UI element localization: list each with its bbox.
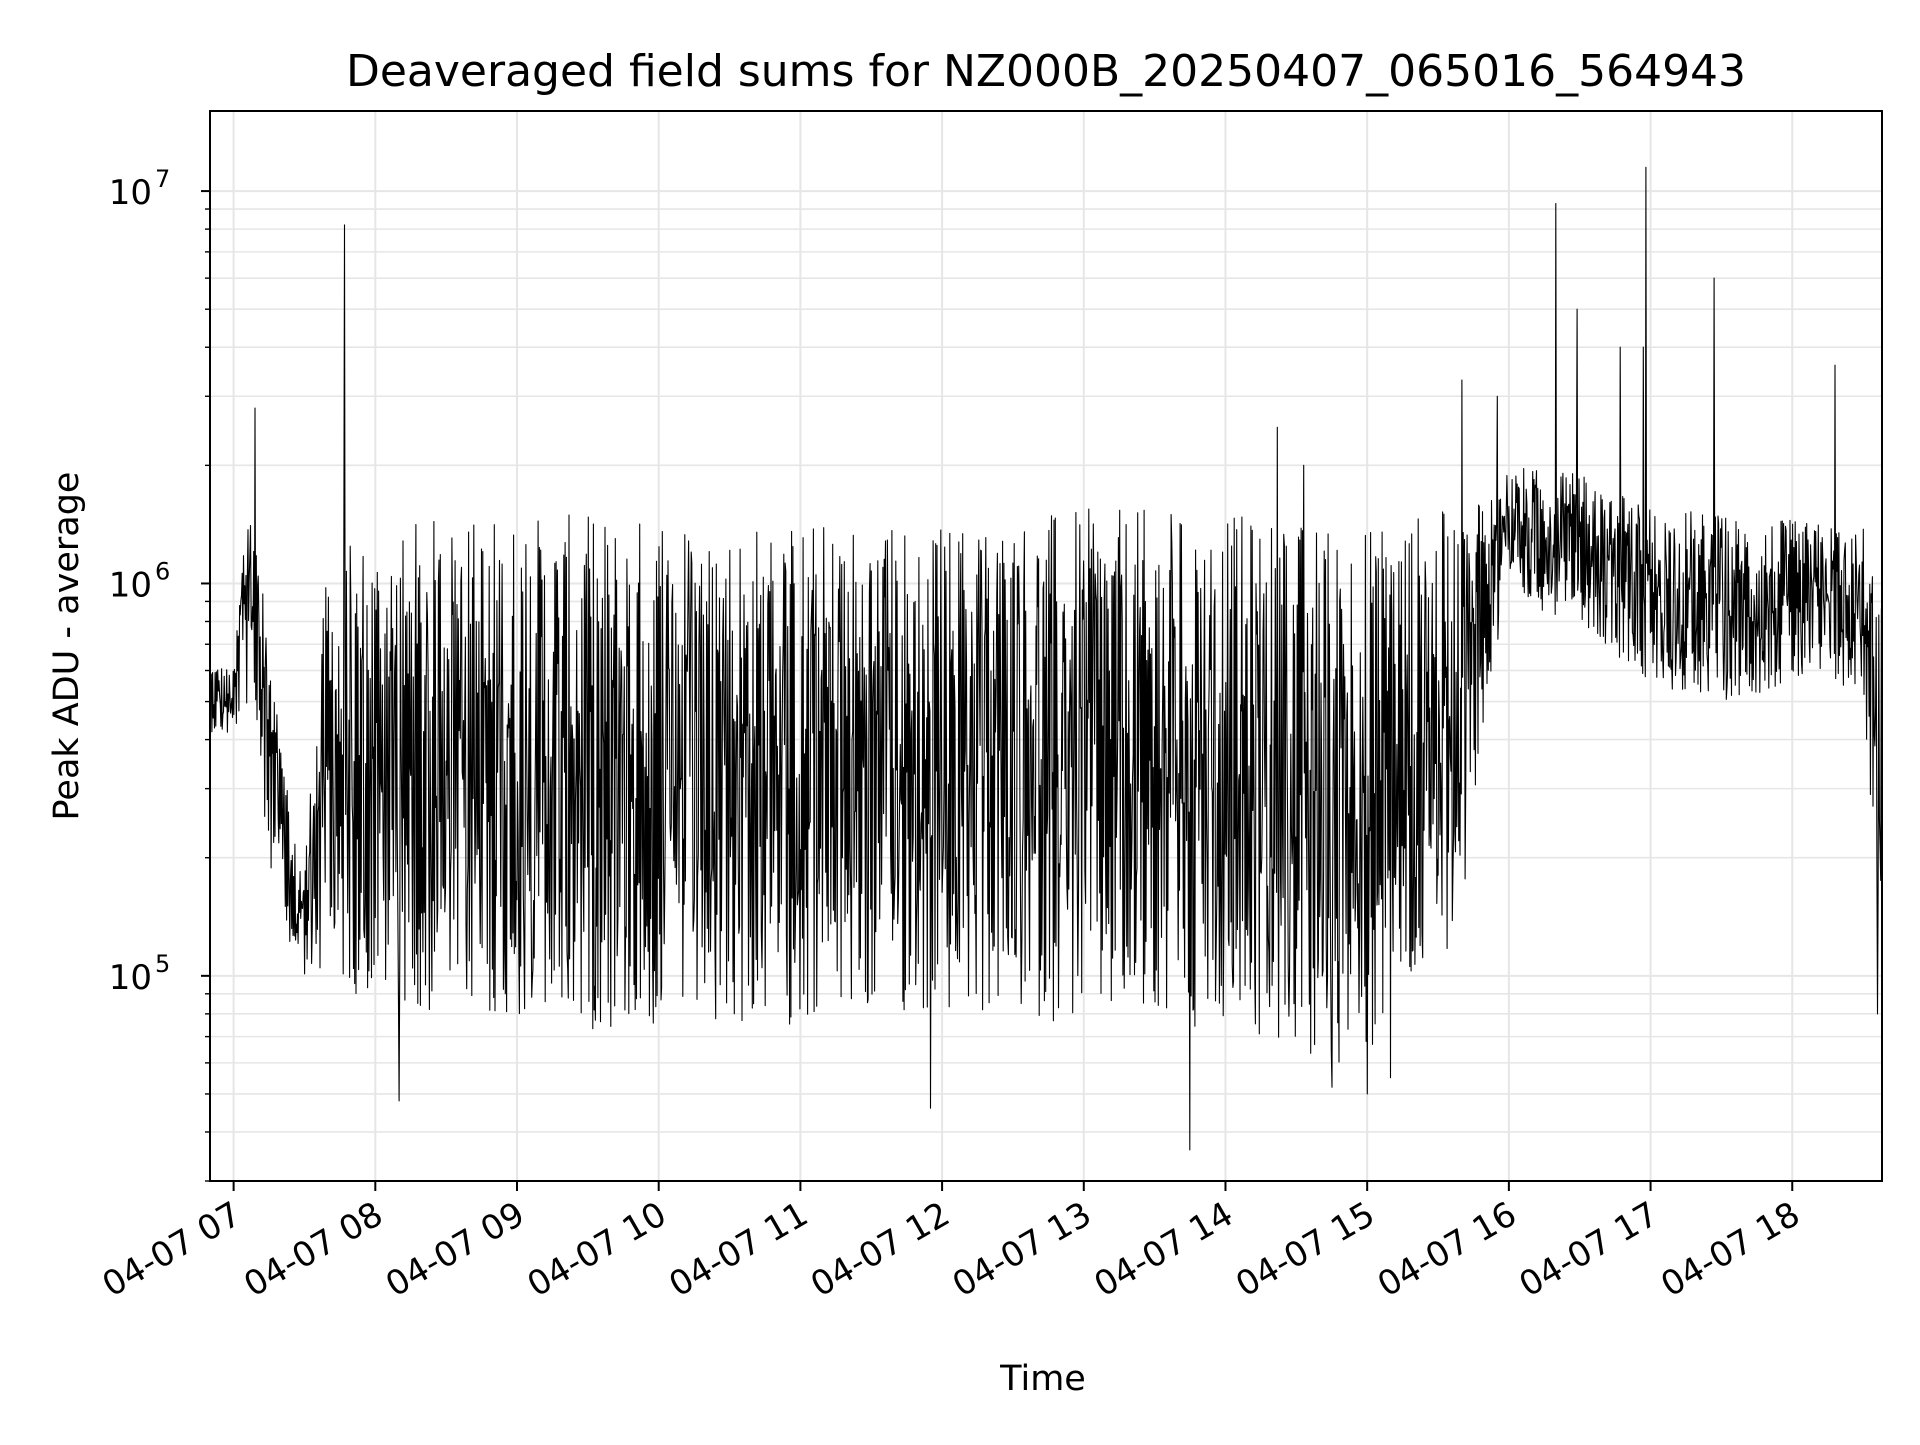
chart-title: Deaveraged field sums for NZ000B_2025040… [346, 46, 1746, 97]
plot-frame [209, 110, 1883, 1182]
y-tick-label: 10 [109, 958, 152, 998]
y-axis-label: Peak ADU - average [47, 472, 87, 821]
y-tick-exponent: 6 [155, 557, 170, 585]
y-tick-exponent: 7 [155, 165, 170, 193]
series-line [209, 166, 1883, 1151]
y-tick-label: 10 [109, 173, 152, 213]
y-tick-exponent: 5 [155, 950, 170, 978]
y-tick-label: 10 [109, 565, 152, 605]
series-layer [209, 166, 1883, 1151]
x-axis-label: Time [999, 1359, 1086, 1399]
